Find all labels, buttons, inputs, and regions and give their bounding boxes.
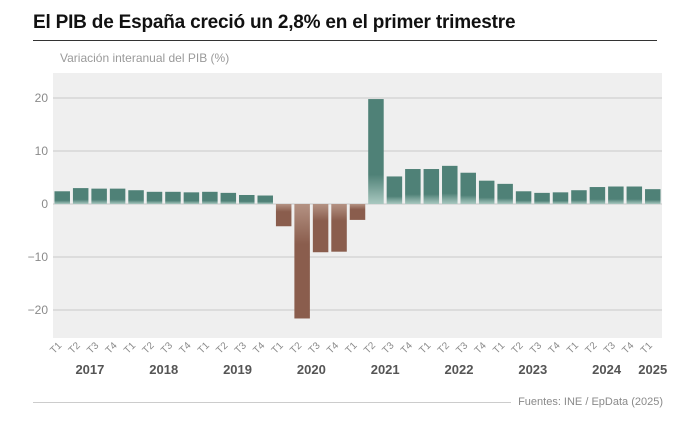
bar: [331, 204, 347, 252]
bar: [294, 204, 310, 319]
x-tick-label: T1: [344, 340, 360, 356]
bar: [626, 186, 643, 204]
x-tick-label: T1: [639, 340, 655, 356]
bar: [128, 190, 144, 204]
x-tick-label: T4: [177, 340, 193, 356]
bar: [405, 169, 421, 204]
y-tick-label: 20: [35, 91, 49, 105]
bar: [497, 183, 513, 204]
bar: [589, 187, 606, 204]
x-tick-label: T2: [214, 340, 230, 356]
bar: [257, 195, 273, 204]
x-tick-label: T2: [288, 340, 304, 356]
chart-title: El PIB de España creció un 2,8% en el pr…: [33, 12, 516, 33]
x-tick-label: T1: [565, 340, 581, 356]
footer-divider: [33, 402, 511, 403]
bar: [552, 192, 569, 204]
x-tick-label: T3: [380, 340, 396, 356]
bar: [146, 191, 163, 204]
x-tick-label: T1: [417, 340, 433, 356]
x-tick-label: T4: [547, 340, 563, 356]
bar: [239, 194, 255, 204]
bar: [349, 204, 366, 220]
y-tick-label: 0: [41, 197, 48, 211]
bar: [202, 191, 218, 204]
bar: [183, 192, 200, 204]
bar: [534, 192, 550, 204]
x-tick-label: T3: [454, 340, 470, 356]
bar: [109, 188, 126, 204]
x-tick-label: T3: [233, 340, 249, 356]
bar: [442, 165, 458, 204]
bar: [368, 99, 384, 204]
x-tick-label: T3: [602, 340, 618, 356]
x-tick-label: T4: [251, 340, 267, 356]
x-tick-label: T3: [528, 340, 544, 356]
year-label: 2025: [638, 362, 667, 377]
x-tick-label: T2: [436, 340, 452, 356]
bar: [386, 176, 403, 204]
y-tick-label: 10: [35, 144, 49, 158]
y-tick-label: −10: [28, 250, 49, 264]
x-tick-label: T3: [307, 340, 323, 356]
x-tick-label: T1: [196, 340, 212, 356]
year-label: 2024: [592, 362, 622, 377]
x-tick-label: T2: [510, 340, 526, 356]
source-note: Fuentes: INE / EpData (2025): [518, 396, 663, 408]
x-tick-label: T4: [325, 340, 341, 356]
x-tick-label: T3: [85, 340, 101, 356]
bar: [312, 204, 329, 253]
x-tick-label: T4: [399, 340, 415, 356]
bar: [478, 180, 495, 204]
bar: [165, 191, 181, 204]
bar: [645, 189, 661, 204]
year-label: 2017: [75, 362, 104, 377]
year-label: 2018: [149, 362, 178, 377]
x-tick-label: T4: [620, 340, 636, 356]
bar: [275, 204, 292, 227]
x-tick-label: T1: [122, 340, 138, 356]
year-label: 2022: [445, 362, 474, 377]
x-tick-label: T1: [270, 340, 286, 356]
y-tick-label: −20: [28, 303, 49, 317]
x-tick-label: T2: [583, 340, 599, 356]
bar: [515, 191, 532, 204]
x-tick-label: T2: [362, 340, 378, 356]
bar: [608, 186, 624, 204]
x-tick-label: T3: [159, 340, 175, 356]
x-tick-label: T4: [104, 340, 120, 356]
year-label: 2021: [371, 362, 400, 377]
year-label: 2023: [518, 362, 547, 377]
bar: [220, 192, 237, 204]
bar: [91, 188, 107, 204]
x-tick-label: T1: [48, 340, 64, 356]
year-label: 2020: [297, 362, 326, 377]
x-tick-label: T4: [473, 340, 489, 356]
title-divider: [33, 40, 657, 41]
bar: [571, 190, 587, 204]
bar: [460, 172, 476, 204]
bar: [423, 169, 440, 204]
bar: [54, 191, 70, 204]
x-tick-label: T2: [67, 340, 83, 356]
x-tick-label: T1: [491, 340, 507, 356]
bar: [72, 188, 89, 204]
x-tick-label: T2: [141, 340, 157, 356]
year-label: 2019: [223, 362, 252, 377]
chart-subtitle: Variación interanual del PIB (%): [60, 51, 230, 65]
